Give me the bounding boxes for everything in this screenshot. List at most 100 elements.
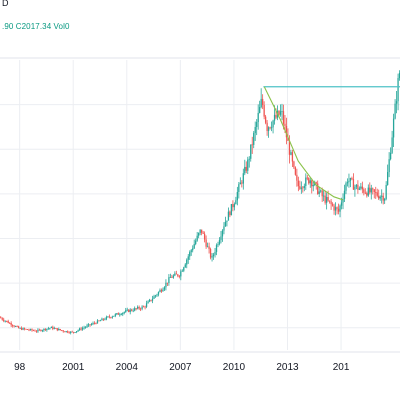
candle-body xyxy=(31,329,33,331)
candle-body xyxy=(61,330,63,331)
x-tick-label: 98 xyxy=(14,362,26,373)
candle-body xyxy=(311,180,313,187)
candle-body xyxy=(285,125,288,138)
candle-body xyxy=(297,180,300,187)
candle-body xyxy=(270,127,273,129)
candle-body xyxy=(59,329,61,331)
candlestick-series xyxy=(0,70,400,335)
candle-body xyxy=(306,177,308,179)
candle-body xyxy=(183,267,185,271)
candle-body xyxy=(260,98,262,108)
candle-body xyxy=(110,317,112,318)
candle-body xyxy=(11,325,14,326)
candle-body xyxy=(232,204,234,208)
candle-body xyxy=(370,188,372,193)
candle-body xyxy=(352,179,355,190)
candle-body xyxy=(278,110,280,115)
candle-body xyxy=(102,318,105,320)
candle-body xyxy=(13,325,15,327)
candle-body xyxy=(99,320,102,322)
candle-body xyxy=(317,183,319,194)
candle-body xyxy=(230,204,233,216)
candle-body xyxy=(203,233,206,240)
candle-body xyxy=(165,282,167,288)
candle-body xyxy=(187,256,189,260)
candle-body xyxy=(144,306,146,308)
candle-body xyxy=(34,330,36,332)
candle-body xyxy=(375,192,377,193)
candle-body xyxy=(92,322,94,325)
candle-body xyxy=(253,133,255,145)
candle-body xyxy=(153,296,155,299)
candle-body xyxy=(129,309,131,312)
candle-body xyxy=(25,329,27,330)
symbol-title: D xyxy=(2,0,9,8)
candle-body xyxy=(267,127,270,132)
candle-body xyxy=(29,329,32,331)
candle-body xyxy=(269,127,271,129)
candle-body xyxy=(288,140,291,155)
candle-body xyxy=(394,103,396,119)
candle-body xyxy=(308,178,310,184)
candle-body xyxy=(135,308,137,310)
candle-body xyxy=(291,152,294,162)
candle-body xyxy=(287,137,289,141)
candle-body xyxy=(325,196,328,203)
candle-body xyxy=(217,244,219,246)
candle-body xyxy=(259,107,261,113)
candle-body xyxy=(388,159,390,173)
candle-body xyxy=(337,208,340,212)
candle-body xyxy=(244,166,246,174)
candle-body xyxy=(68,332,70,334)
candle-body xyxy=(86,325,88,327)
candle-body xyxy=(150,299,152,301)
candle-body xyxy=(134,308,136,311)
candle-body xyxy=(80,328,82,330)
candle-body xyxy=(382,195,384,201)
candle-body xyxy=(233,204,236,208)
candle-body xyxy=(193,244,195,249)
candle-body xyxy=(113,315,115,317)
candle-body xyxy=(333,205,335,211)
candle-body xyxy=(89,324,91,326)
candle-body xyxy=(348,180,350,183)
candle-body xyxy=(212,254,215,257)
candle-body xyxy=(125,310,127,312)
candle-body xyxy=(49,328,51,329)
candle-body xyxy=(318,191,320,194)
candle-body xyxy=(114,314,116,316)
candle-body xyxy=(208,246,210,250)
candle-body xyxy=(16,326,18,327)
candle-body xyxy=(180,271,182,277)
candle-body xyxy=(384,198,386,201)
candle-body xyxy=(395,101,398,104)
candle-body xyxy=(46,328,48,331)
candle-body xyxy=(26,329,29,330)
candle-body xyxy=(156,294,158,296)
candle-body xyxy=(358,188,361,190)
candle-body xyxy=(1,318,3,320)
candle-body xyxy=(142,306,145,308)
drawing-overlays xyxy=(263,86,400,201)
candle-body xyxy=(290,152,292,155)
candle-body xyxy=(321,190,323,197)
candle-body xyxy=(160,290,163,292)
x-tick-label: 201 xyxy=(333,362,350,373)
candle-body xyxy=(281,111,283,112)
candle-body xyxy=(177,274,179,276)
candle-body xyxy=(254,126,256,134)
candle-body xyxy=(293,161,295,168)
x-tick-label: 2013 xyxy=(276,362,299,373)
candle-body xyxy=(52,326,54,329)
candle-body xyxy=(379,196,381,199)
candle-body xyxy=(366,193,368,196)
candle-body xyxy=(44,328,47,331)
candle-body xyxy=(145,303,148,307)
candle-body xyxy=(95,323,97,324)
candle-body xyxy=(17,326,20,329)
candle-body xyxy=(70,331,72,333)
candle-body xyxy=(282,111,285,124)
candle-body xyxy=(169,277,172,278)
candle-body xyxy=(35,331,38,333)
